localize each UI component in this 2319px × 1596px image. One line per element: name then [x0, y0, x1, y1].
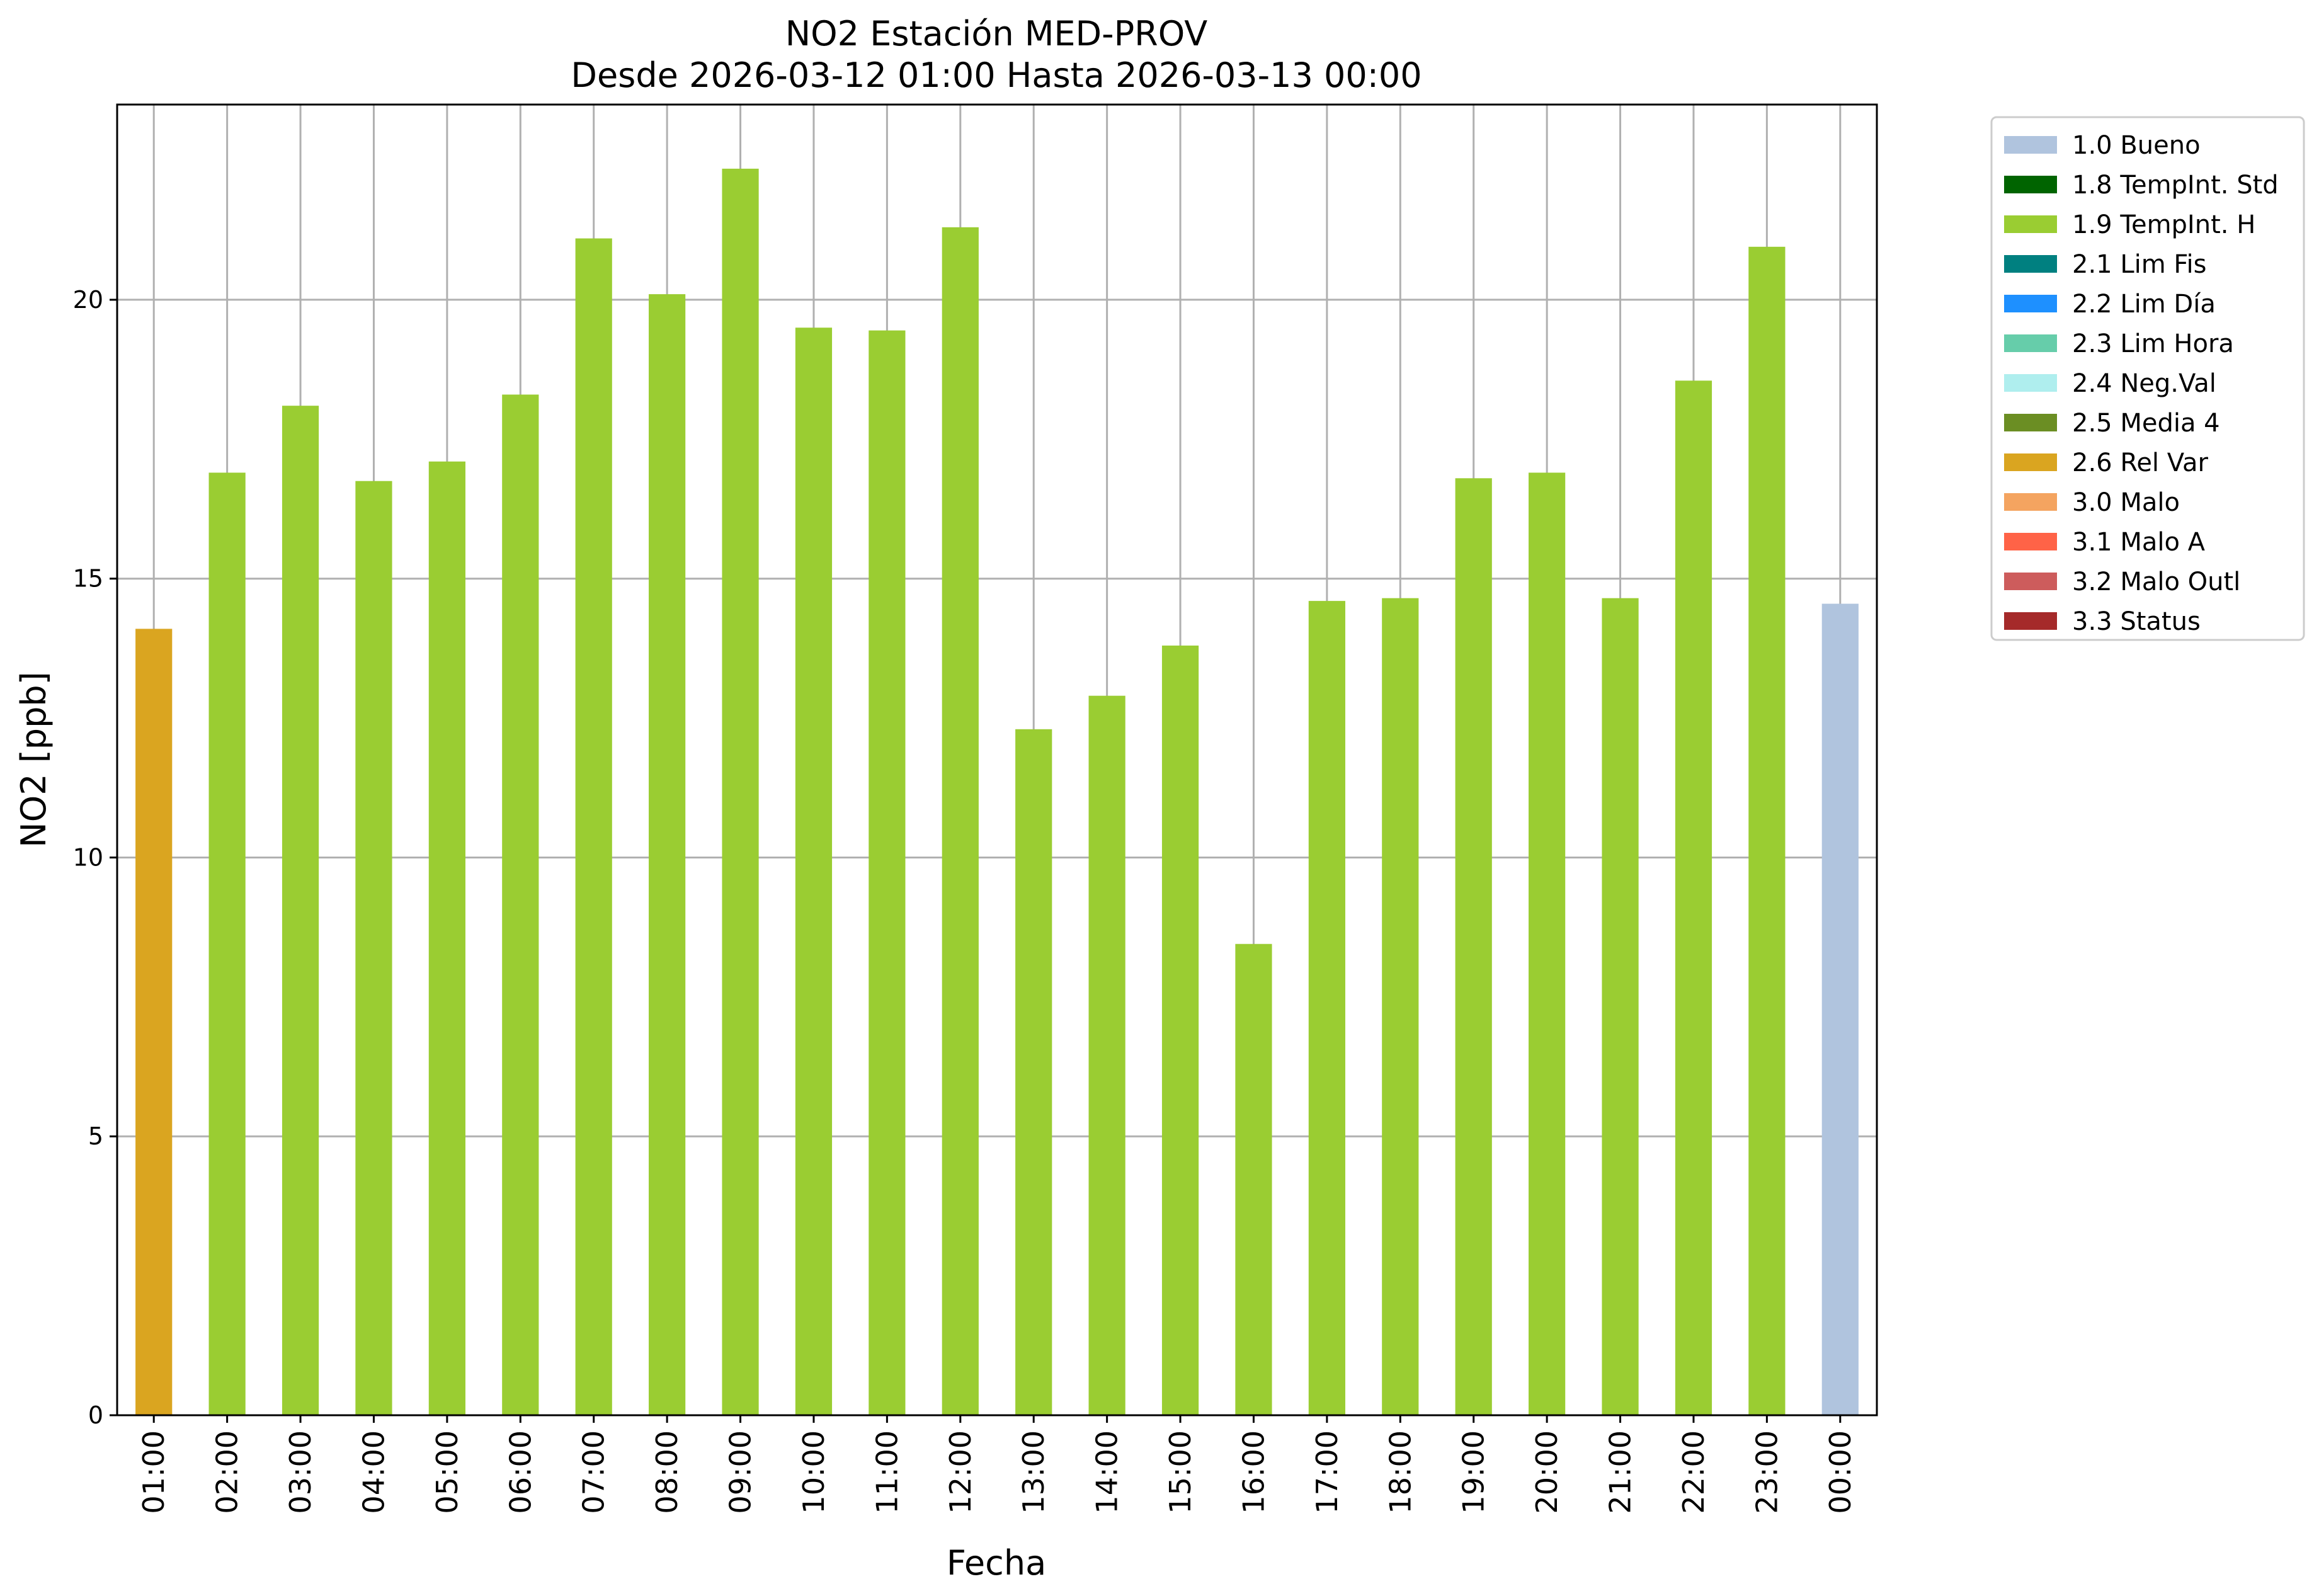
x-tick-label: 08:00	[650, 1430, 684, 1514]
x-tick-label: 14:00	[1090, 1430, 1124, 1514]
legend-label: 3.3 Status	[2072, 607, 2201, 636]
legend-swatch	[2004, 414, 2057, 431]
legend: 1.0 Bueno 1.8 TempInt. Std 1.9 TempInt. H 2…	[1990, 116, 2305, 641]
chart-title: NO2 Estación MED-PROV	[785, 14, 1207, 54]
y-axis-ticks: 0 5 10 15 20	[73, 286, 117, 1429]
x-tick-label: 00:00	[1823, 1430, 1857, 1514]
x-tick-label: 21:00	[1604, 1430, 1638, 1514]
legend-label: 2.6 Rel Var	[2072, 448, 2209, 477]
bar-1800	[1382, 598, 1419, 1415]
x-tick-label: 15:00	[1163, 1430, 1197, 1514]
x-tick-label: 09:00	[724, 1430, 758, 1514]
x-tick-label: 04:00	[356, 1430, 390, 1514]
bar-1300	[1015, 729, 1052, 1415]
x-tick-label: 17:00	[1310, 1430, 1344, 1514]
x-tick-label: 11:00	[870, 1430, 904, 1514]
bar-0500	[428, 461, 465, 1415]
bar-2000	[1529, 472, 1566, 1415]
legend-swatch	[2004, 533, 2057, 550]
legend-label: 2.3 Lim Hora	[2072, 329, 2234, 358]
y-tick-label: 0	[88, 1401, 103, 1429]
legend-swatch	[2004, 493, 2057, 511]
legend-swatch	[2004, 176, 2057, 193]
y-tick-label: 20	[73, 286, 103, 314]
x-tick-label: 19:00	[1457, 1430, 1491, 1514]
legend-swatch	[2004, 374, 2057, 392]
x-tick-label: 22:00	[1677, 1430, 1711, 1514]
y-axis-label: NO2 [ppb]	[14, 671, 54, 847]
bar-2200	[1675, 380, 1712, 1415]
chart-subtitle: Desde 2026-03-12 01:00 Hasta 2026-03-13 …	[571, 55, 1422, 95]
x-tick-label: 03:00	[283, 1430, 317, 1514]
bar-0400	[355, 481, 392, 1415]
x-tick-label: 10:00	[797, 1430, 831, 1514]
y-tick-label: 10	[73, 843, 103, 871]
bar-1200	[942, 227, 979, 1415]
legend-label: 1.8 TempInt. Std	[2072, 171, 2279, 200]
legend-swatch	[2004, 295, 2057, 312]
legend-swatch	[2004, 573, 2057, 590]
legend-swatch	[2004, 334, 2057, 352]
legend-label: 1.9 TempInt. H	[2072, 210, 2255, 239]
plot-frame	[116, 103, 1878, 1416]
x-tick-label: 07:00	[577, 1430, 611, 1514]
legend-label: 1.0 Bueno	[2072, 131, 2201, 160]
x-tick-label: 23:00	[1750, 1430, 1784, 1514]
legend-label: 2.4 Neg.Val	[2072, 369, 2216, 398]
x-tick-label: 16:00	[1236, 1430, 1270, 1514]
legend-label: 3.1 Malo A	[2072, 528, 2206, 557]
x-axis-ticks: 01:00 02:00 03:00 04:00 05:00 06:00 07:00 08:00…	[137, 1415, 1857, 1514]
legend-label: 2.1 Lim Fis	[2072, 250, 2206, 279]
x-tick-label: 12:00	[943, 1430, 977, 1514]
bar-series	[135, 168, 1859, 1416]
x-tick-label: 06:00	[503, 1430, 537, 1514]
bar-1700	[1308, 601, 1345, 1415]
bar-0700	[575, 238, 612, 1416]
x-tick-label: 01:00	[137, 1430, 171, 1514]
bar-1400	[1088, 695, 1125, 1415]
legend-frame	[1990, 116, 2305, 641]
legend-swatch	[2004, 215, 2057, 233]
legend-label: 2.5 Media 4	[2072, 409, 2220, 438]
bar-0200	[208, 472, 246, 1415]
bar-0800	[649, 294, 686, 1416]
bar-0300	[282, 406, 319, 1415]
legend-swatch	[2004, 453, 2057, 471]
bar-1100	[869, 330, 906, 1416]
bar-2300	[1748, 246, 1786, 1415]
legend-swatch	[2004, 255, 2057, 273]
bar-1500	[1161, 645, 1199, 1415]
bar-1600	[1235, 943, 1272, 1415]
x-tick-label: 05:00	[430, 1430, 464, 1514]
x-tick-label: 02:00	[210, 1430, 244, 1514]
legend-label: 3.2 Malo Outl	[2072, 567, 2240, 596]
bar-0900	[722, 168, 759, 1415]
bar-0000	[1821, 603, 1859, 1416]
x-tick-label: 18:00	[1383, 1430, 1417, 1514]
x-axis-label: Fecha	[947, 1543, 1046, 1583]
y-tick-label: 5	[88, 1122, 103, 1150]
legend-label: 2.2 Lim Día	[2072, 290, 2216, 319]
y-tick-label: 15	[73, 565, 103, 593]
x-tick-label: 13:00	[1017, 1430, 1051, 1514]
bar-0100	[135, 629, 173, 1415]
legend-swatch	[2004, 612, 2057, 630]
bar-0600	[502, 394, 539, 1416]
bar-1000	[795, 328, 833, 1415]
bar-1900	[1455, 478, 1492, 1415]
legend-swatch	[2004, 136, 2057, 154]
legend-label: 3.0 Malo	[2072, 488, 2180, 517]
x-tick-label: 20:00	[1530, 1430, 1564, 1514]
bar-2100	[1602, 598, 1639, 1415]
